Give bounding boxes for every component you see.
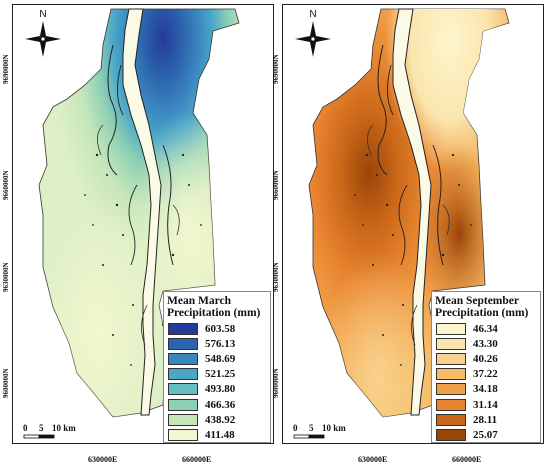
- legend-swatch: [436, 398, 466, 411]
- legend-value: 548.69: [205, 352, 236, 365]
- march-precipitation-map: N Mean March Precipitation (mm) 603.58 57…: [12, 4, 274, 444]
- legend-row: 43.30: [432, 336, 540, 351]
- legend-swatch: [168, 352, 198, 365]
- x-tick-right-0: 630000E: [358, 455, 388, 464]
- march-legend: Mean March Precipitation (mm) 603.58 576.…: [163, 291, 271, 443]
- legend-rows: 603.58 576.13 548.69 521.25 493.80 466.36 438.…: [164, 321, 270, 443]
- y-tick-left-2: 9630000N: [2, 262, 10, 292]
- legend-value: 493.80: [205, 383, 236, 396]
- legend-row: 28.11: [432, 412, 540, 427]
- legend-row: 466.36: [164, 397, 270, 412]
- y-tick-right-1: 9660000N: [272, 170, 280, 200]
- legend-swatch: [168, 428, 198, 441]
- legend-row: 25.07: [432, 427, 540, 442]
- legend-swatch: [168, 337, 198, 350]
- lakes: [354, 153, 472, 366]
- legend-value: 576.13: [205, 337, 236, 350]
- legend-swatch: [436, 413, 466, 426]
- legend-row: 438.92: [164, 412, 270, 427]
- legend-swatch: [168, 398, 198, 411]
- legend-swatch: [168, 368, 198, 381]
- september-map-canvas: [308, 8, 510, 418]
- y-tick-right-0: 9690000N: [272, 54, 280, 84]
- legend-swatch: [436, 368, 466, 381]
- legend-value: 28.11: [473, 413, 498, 426]
- legend-row: 576.13: [164, 336, 270, 351]
- y-tick-left-1: 9660000N: [2, 170, 10, 200]
- legend-swatch: [436, 352, 466, 365]
- legend-value: 521.25: [205, 368, 236, 381]
- y-tick-right-2: 9630000N: [272, 262, 280, 292]
- x-tick-left-0: 630000E: [88, 455, 118, 464]
- legend-swatch: [168, 413, 198, 426]
- legend-value: 37.22: [473, 368, 498, 381]
- legend-value: 46.34: [473, 322, 498, 335]
- legend-row: 603.58: [164, 321, 270, 336]
- legend-value: 40.26: [473, 352, 498, 365]
- scale-label-5: 5: [309, 423, 314, 433]
- y-tick-right-3: 9600000N: [272, 368, 280, 398]
- march-map-canvas: [38, 8, 240, 418]
- legend-swatch: [436, 322, 466, 335]
- legend-rows: 46.34 43.30 40.26 37.22 34.18 31.14 28.11 25.07: [432, 321, 540, 443]
- scale-label-10: 10 km: [322, 423, 346, 433]
- north-arrow: N: [295, 9, 331, 61]
- river: [122, 8, 162, 416]
- y-tick-left-0: 9690000N: [2, 54, 10, 84]
- legend-title: Mean March Precipitation (mm): [167, 295, 261, 319]
- legend-value: 438.92: [205, 413, 236, 426]
- legend-value: 34.18: [473, 383, 498, 396]
- north-label: N: [39, 9, 47, 20]
- scale-label-10: 10 km: [52, 423, 76, 433]
- legend-title: Mean September Precipitation (mm): [435, 295, 529, 319]
- north-label: N: [309, 9, 317, 20]
- legend-swatch: [168, 383, 198, 396]
- legend-swatch: [436, 428, 466, 441]
- legend-row: 34.18: [432, 382, 540, 397]
- scale-label-0: 0: [293, 423, 298, 433]
- scale-label-0: 0: [23, 423, 28, 433]
- legend-row: 493.80: [164, 382, 270, 397]
- legend-value: 31.14: [473, 398, 498, 411]
- x-tick-left-1: 660000E: [182, 455, 212, 464]
- legend-swatch: [436, 337, 466, 350]
- river: [392, 8, 432, 416]
- y-tick-left-3: 9600000N: [2, 368, 10, 398]
- legend-value: 411.48: [205, 428, 235, 441]
- legend-row: 521.25: [164, 367, 270, 382]
- compass-icon: [295, 21, 331, 57]
- x-tick-right-1: 660000E: [452, 455, 482, 464]
- legend-swatch: [168, 322, 198, 335]
- september-legend: Mean September Precipitation (mm) 46.34 4…: [431, 291, 541, 443]
- legend-swatch: [436, 383, 466, 396]
- scale-bar: 0 5 10 km: [293, 423, 373, 441]
- scale-bar: 0 5 10 km: [23, 423, 103, 441]
- north-arrow: N: [25, 9, 61, 61]
- legend-value: 466.36: [205, 398, 236, 411]
- legend-value: 43.30: [473, 337, 498, 350]
- legend-row: 46.34: [432, 321, 540, 336]
- legend-value: 603.58: [205, 322, 236, 335]
- scale-label-5: 5: [39, 423, 44, 433]
- compass-icon: [25, 21, 61, 57]
- legend-row: 411.48: [164, 427, 270, 442]
- legend-value: 25.07: [473, 428, 498, 441]
- september-precipitation-map: N Mean September Precipitation (mm) 46.3…: [282, 4, 544, 444]
- legend-row: 548.69: [164, 351, 270, 366]
- legend-row: 40.26: [432, 351, 540, 366]
- legend-row: 37.22: [432, 367, 540, 382]
- legend-row: 31.14: [432, 397, 540, 412]
